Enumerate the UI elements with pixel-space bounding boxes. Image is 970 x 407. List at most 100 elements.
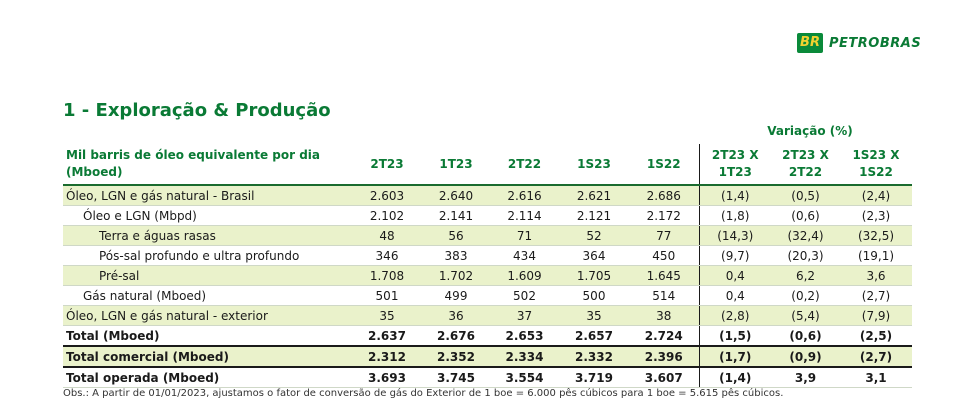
- period-value: 501: [352, 285, 422, 306]
- period-value: 3.693: [352, 366, 422, 388]
- period-value: 52: [559, 225, 629, 246]
- variation-value: (19,1): [840, 245, 912, 266]
- table-header-row: Mil barris de óleo equivalente por dia (…: [63, 144, 912, 186]
- variation-header-line2: 2T22: [788, 165, 823, 179]
- label-header-line2: (Mboed): [66, 165, 123, 179]
- row-label: Óleo e LGN (Mbpd): [63, 205, 352, 226]
- table-row: Terra e águas rasas 48 56 71 52 77 (14,3) (32,4…: [63, 225, 912, 246]
- period-value: 1.708: [352, 265, 422, 286]
- variation-value: (2,7): [840, 345, 912, 368]
- variation-value: 0,4: [698, 285, 771, 306]
- variation-header-line1: 1S23 X: [852, 148, 900, 162]
- variation-value: 0,4: [698, 265, 771, 286]
- period-header: 1S23: [559, 144, 629, 186]
- period-value: 2.102: [352, 205, 422, 226]
- period-value: 499: [422, 285, 490, 306]
- table-row: Gás natural (Mboed) 501 499 502 500 514 0,4 (0,…: [63, 285, 912, 306]
- label-header-line1: Mil barris de óleo equivalente por dia: [66, 148, 321, 162]
- variation-value: 3,1: [840, 366, 912, 388]
- period-header: 1T23: [422, 144, 490, 186]
- period-value: 2.640: [422, 185, 490, 206]
- table-row: Total comercial (Mboed) 2.312 2.352 2.334 2.…: [63, 345, 912, 368]
- period-header: 2T22: [490, 144, 559, 186]
- table-row: Óleo, LGN e gás natural - Brasil 2.603 2.6…: [63, 185, 912, 206]
- period-value: 3.554: [490, 366, 559, 388]
- production-table: Mil barris de óleo equivalente por dia (…: [63, 144, 912, 388]
- variation-value: (0,9): [771, 345, 840, 368]
- variation-header-line2: 1S22: [859, 165, 893, 179]
- period-value: 2.603: [352, 185, 422, 206]
- period-value: 71: [490, 225, 559, 246]
- variation-col-header: 1S23 X 1S22: [840, 144, 912, 186]
- period-value: 35: [352, 305, 422, 326]
- table-row: Total (Mboed) 2.637 2.676 2.653 2.657 2.724 (1…: [63, 325, 912, 347]
- period-value: 2.657: [559, 325, 629, 347]
- period-value: 37: [490, 305, 559, 326]
- variation-value: (2,3): [840, 205, 912, 226]
- period-value: 2.141: [422, 205, 490, 226]
- variation-value: (2,4): [840, 185, 912, 206]
- period-value: 2.172: [629, 205, 699, 226]
- table-row: Óleo, LGN e gás natural - exterior 35 36 37…: [63, 305, 912, 326]
- period-value: 2.312: [352, 345, 422, 368]
- period-value: 514: [629, 285, 699, 306]
- row-label: Total operada (Mboed): [63, 366, 352, 388]
- period-value: 2.616: [490, 185, 559, 206]
- variation-value: (2,8): [698, 305, 771, 326]
- variation-value: (1,4): [698, 366, 771, 388]
- row-label: Pós-sal profundo e ultra profundo: [63, 245, 352, 266]
- petrobras-logo: BR PETROBRAS: [797, 33, 921, 53]
- row-label: Gás natural (Mboed): [63, 285, 352, 306]
- period-value: 56: [422, 225, 490, 246]
- variation-value: (1,4): [698, 185, 771, 206]
- variation-value: (0,6): [771, 325, 840, 347]
- variation-value: 3,6: [840, 265, 912, 286]
- period-header: 1S22: [629, 144, 699, 186]
- period-header: 2T23: [352, 144, 422, 186]
- period-value: 36: [422, 305, 490, 326]
- variation-value: (0,5): [771, 185, 840, 206]
- period-value: 2.686: [629, 185, 699, 206]
- row-label: Total (Mboed): [63, 325, 352, 347]
- period-value: 1.702: [422, 265, 490, 286]
- period-value: 383: [422, 245, 490, 266]
- period-value: 3.719: [559, 366, 629, 388]
- period-value: 3.745: [422, 366, 490, 388]
- table-body: Óleo, LGN e gás natural - Brasil 2.603 2.6…: [63, 185, 912, 388]
- table-row: Total operada (Mboed) 3.693 3.745 3.554 3.71…: [63, 366, 912, 388]
- period-value: 1.609: [490, 265, 559, 286]
- variation-col-header: 2T23 X 2T22: [771, 144, 840, 186]
- variation-value: (5,4): [771, 305, 840, 326]
- period-value: 1.705: [559, 265, 629, 286]
- variation-value: (2,5): [840, 325, 912, 347]
- period-value: 2.653: [490, 325, 559, 347]
- variation-value: (0,2): [771, 285, 840, 306]
- period-value: 35: [559, 305, 629, 326]
- period-value: 3.607: [629, 366, 699, 388]
- period-value: 2.396: [629, 345, 699, 368]
- variation-value: (1,7): [698, 345, 771, 368]
- variation-value: (32,4): [771, 225, 840, 246]
- period-value: 500: [559, 285, 629, 306]
- variation-value: (1,5): [698, 325, 771, 347]
- period-value: 2.621: [559, 185, 629, 206]
- period-value: 450: [629, 245, 699, 266]
- table-row: Pós-sal profundo e ultra profundo 346 383 4…: [63, 245, 912, 266]
- period-value: 48: [352, 225, 422, 246]
- period-value: 2.121: [559, 205, 629, 226]
- period-value: 2.352: [422, 345, 490, 368]
- period-value: 502: [490, 285, 559, 306]
- variation-value: 3,9: [771, 366, 840, 388]
- row-label: Terra e águas rasas: [63, 225, 352, 246]
- period-value: 1.645: [629, 265, 699, 286]
- period-value: 2.637: [352, 325, 422, 347]
- variation-value: (20,3): [771, 245, 840, 266]
- footnote: Obs.: A partir de 01/01/2023, ajustamos …: [63, 388, 784, 399]
- period-value: 38: [629, 305, 699, 326]
- variation-value: (7,9): [840, 305, 912, 326]
- period-value: 2.676: [422, 325, 490, 347]
- variation-header-line1: 2T23 X: [711, 148, 759, 162]
- logo-text: PETROBRAS: [829, 35, 922, 51]
- period-value: 2.332: [559, 345, 629, 368]
- table-row: Óleo e LGN (Mbpd) 2.102 2.141 2.114 2.121 2.1…: [63, 205, 912, 226]
